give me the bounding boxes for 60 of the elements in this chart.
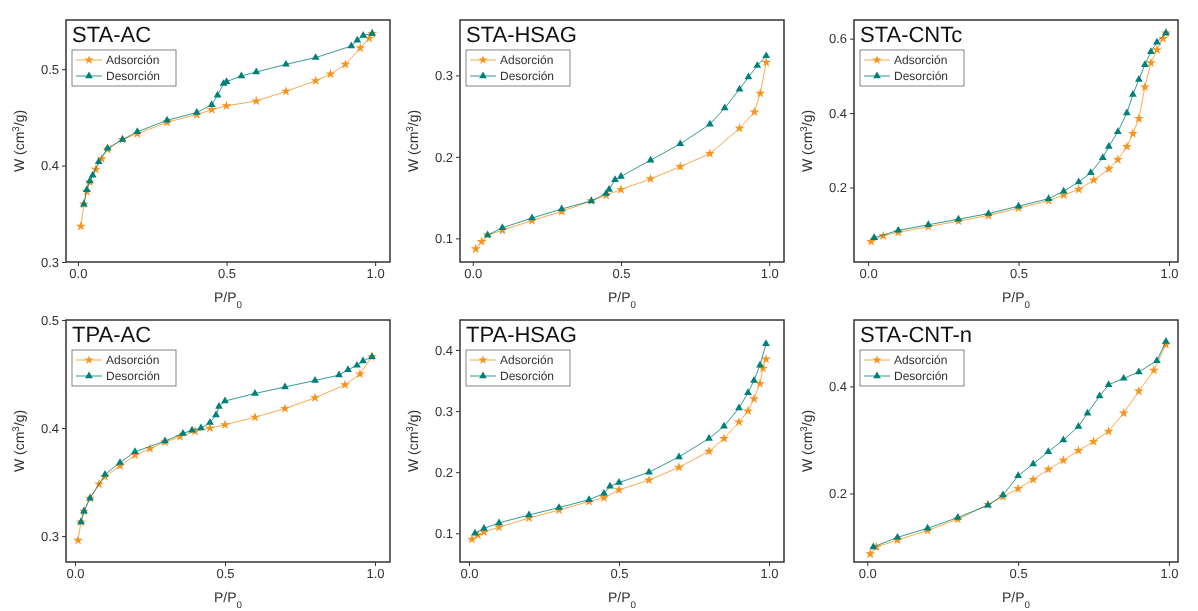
- x-tick-label: 1.0: [760, 566, 779, 582]
- x-axis-title: P/P$_{0}$: [213, 589, 243, 611]
- y-tick-label: 0.2: [434, 464, 453, 480]
- x-tick-label: 0.5: [1010, 266, 1029, 282]
- legend-label: Desorción: [500, 69, 555, 84]
- y-tick-label: 0.1: [434, 231, 453, 247]
- y-tick-label: 0.3: [40, 528, 59, 544]
- y-tick-label: 0.2: [828, 486, 847, 502]
- x-axis-title: P/P$_{0}$: [213, 289, 243, 311]
- y-tick-label: 0.4: [828, 379, 847, 395]
- legend-label: Adsorción: [894, 353, 948, 368]
- legend-label: Desorción: [894, 369, 949, 384]
- y-tick-label: 0.4: [434, 342, 453, 358]
- y-tick-label: 0.4: [40, 420, 59, 436]
- y-tick-label: 0.2: [434, 149, 453, 165]
- legend-label: Adsorción: [894, 53, 948, 68]
- y-tick-label: 0.2: [828, 180, 847, 196]
- legend-label: Adsorción: [106, 53, 160, 68]
- x-tick-label: 1.0: [760, 266, 779, 282]
- x-tick-label: 0.5: [612, 266, 631, 282]
- x-tick-label: 0.5: [216, 566, 235, 582]
- legend-label: Adsorción: [106, 353, 160, 368]
- y-tick-label: 0.3: [434, 403, 453, 419]
- x-axis-title: P/P$_{0}$: [607, 589, 637, 611]
- x-tick-label: 0.0: [858, 566, 877, 582]
- y-tick-label: 0.4: [40, 158, 59, 174]
- chart-title: TPA-AC: [72, 322, 152, 347]
- chart-title: STA-CNT-n: [860, 322, 973, 347]
- x-axis-title: P/P$_{0}$: [1001, 289, 1031, 311]
- x-tick-label: 1.0: [366, 266, 385, 282]
- x-axis-title: P/P$_{0}$: [1001, 589, 1031, 611]
- legend-label: Adsorción: [500, 53, 554, 68]
- x-tick-label: 0.5: [217, 266, 237, 282]
- y-tick-label: 0.3: [40, 254, 59, 270]
- legend-label: Desorción: [894, 69, 949, 84]
- x-tick-label: 1.0: [1160, 566, 1179, 582]
- chart-title: STA-HSAG: [466, 22, 577, 47]
- x-tick-label: 0.0: [69, 266, 88, 282]
- y-tick-label: 0.4: [828, 105, 847, 121]
- legend-label: Desorción: [106, 69, 161, 84]
- y-tick-label: 0.3: [434, 68, 453, 84]
- x-tick-label: 0.0: [464, 266, 483, 282]
- x-tick-label: 1.0: [1160, 266, 1179, 282]
- chart-title: STA-CNTc: [860, 22, 963, 47]
- y-tick-label: 0.5: [40, 312, 59, 328]
- chart-title: STA-AC: [72, 22, 152, 47]
- legend-label: Desorción: [106, 369, 161, 384]
- chart-title: TPA-HSAG: [466, 322, 577, 347]
- x-tick-label: 0.0: [460, 566, 479, 582]
- x-axis-title: P/P$_{0}$: [607, 289, 637, 311]
- x-tick-label: 0.0: [859, 266, 878, 282]
- y-tick-label: 0.5: [40, 61, 59, 77]
- y-tick-label: 0.6: [828, 31, 847, 47]
- legend-label: Desorción: [500, 369, 555, 384]
- x-tick-label: 1.0: [366, 566, 385, 582]
- y-tick-label: 0.1: [434, 525, 453, 541]
- x-tick-label: 0.0: [66, 566, 85, 582]
- legend-label: Adsorción: [500, 353, 554, 368]
- x-tick-label: 0.5: [1009, 566, 1028, 582]
- x-tick-label: 0.5: [610, 566, 629, 582]
